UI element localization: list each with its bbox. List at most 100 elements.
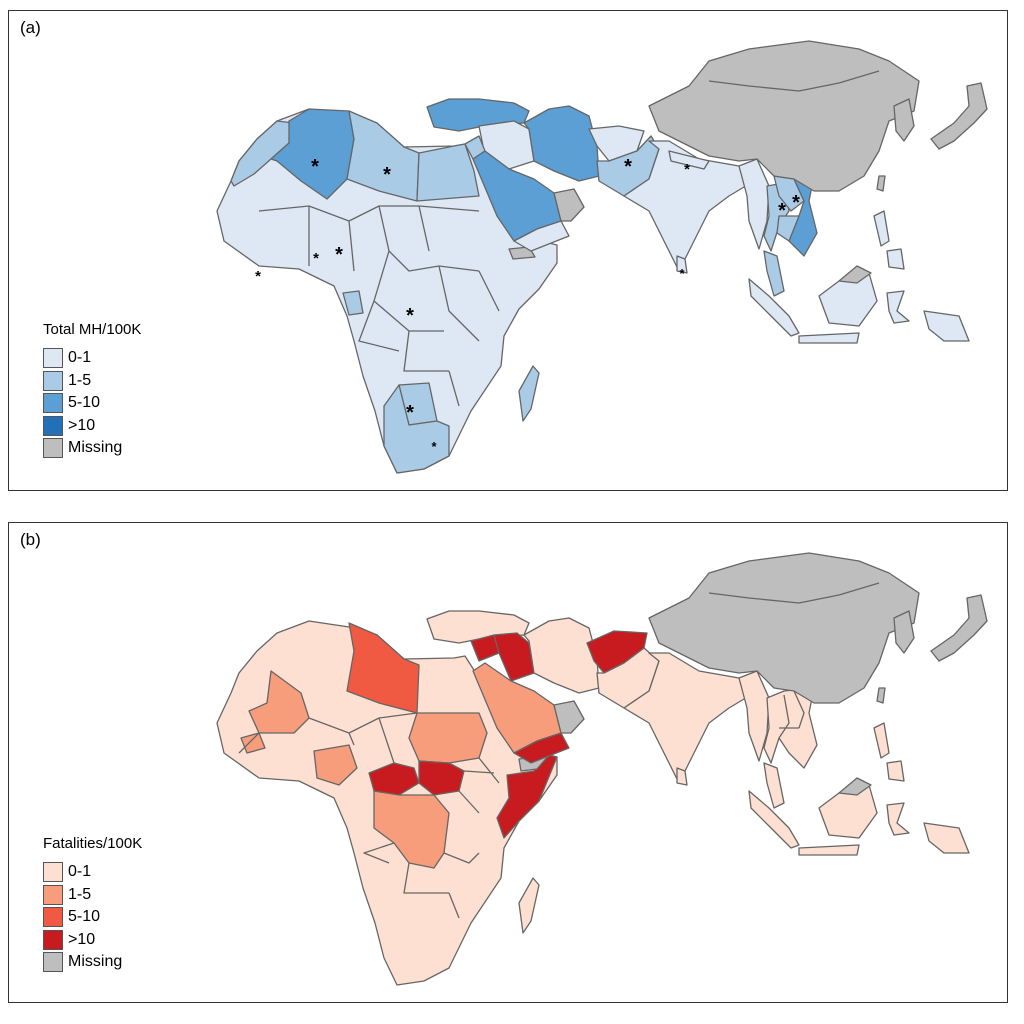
- asterisk-marker: *: [383, 164, 391, 186]
- region-sulawesi: [886, 802, 910, 836]
- panel-label-b: (b): [20, 530, 41, 549]
- asterisk-marker: *: [313, 250, 319, 267]
- legend-swatch: [43, 415, 63, 436]
- region-india: [623, 140, 755, 272]
- legend-label: Missing: [68, 953, 123, 971]
- region-java: [798, 844, 860, 856]
- legend-swatch: [43, 952, 63, 973]
- legend-item: 1-5: [43, 370, 141, 393]
- region-taiwan: [876, 175, 886, 192]
- asterisk-marker: *: [335, 244, 343, 266]
- legend-swatch: [43, 348, 63, 369]
- legend-label: >10: [68, 930, 96, 948]
- region-borneo-north: [838, 777, 872, 796]
- legend-label: 0-1: [68, 863, 92, 881]
- legend-title: Fatalities/100K: [43, 835, 143, 852]
- legend-label: 5-10: [68, 908, 101, 926]
- region-china-mongolia: [648, 552, 920, 704]
- legend-label: 0-1: [68, 349, 92, 367]
- asterisk-marker: *: [792, 192, 800, 214]
- legend-item: 0-1: [43, 347, 141, 370]
- asterisk-marker: *: [406, 402, 414, 424]
- legend-title: Total MH/100K: [43, 321, 142, 338]
- asterisk-marker: *: [431, 439, 437, 454]
- panel-b: (b): [8, 522, 1008, 1003]
- region-mali: [248, 670, 310, 734]
- region-taiwan: [876, 687, 886, 704]
- region-nigeria: [313, 744, 358, 786]
- panel-label-a: (a): [20, 18, 41, 37]
- region-cambodia: [776, 215, 800, 242]
- legend-label: 1-5: [68, 885, 92, 903]
- region-new-guinea: [923, 822, 970, 854]
- region-yemen: [513, 732, 570, 764]
- indochina-borders: [778, 690, 805, 739]
- china-mongolia-border: [708, 582, 880, 604]
- region-philippines: [873, 210, 905, 270]
- asterisk-marker: *: [679, 266, 685, 281]
- region-iran: [523, 617, 600, 694]
- africa-borders: [238, 712, 500, 919]
- legend-item: 0-1: [43, 861, 142, 884]
- region-nepal: [668, 150, 710, 170]
- region-korea: [893, 610, 915, 654]
- legend-swatch: [43, 393, 63, 414]
- map-a: * * * * * * * * * * * * *: [216, 40, 988, 474]
- region-japan: [930, 594, 988, 662]
- asterisk-marker: *: [311, 156, 319, 178]
- legend-label: >10: [68, 416, 96, 434]
- asterisk-marker: *: [778, 200, 786, 222]
- legend-b: Fatalities/100K 0-1 1-5 5-10 >10 Missing: [43, 835, 142, 974]
- region-myanmar: [738, 670, 770, 762]
- legend-label: 1-5: [68, 371, 92, 389]
- legend-item: Missing: [43, 951, 142, 974]
- region-java: [798, 332, 860, 344]
- map-b: [216, 552, 988, 986]
- region-algeria: [270, 108, 355, 200]
- panel-a: (a): [8, 10, 1008, 491]
- region-china-mongolia: [648, 40, 920, 192]
- region-iran: [523, 105, 600, 182]
- legend-swatch: [43, 862, 63, 883]
- region-sulawesi: [886, 290, 910, 324]
- region-oman: [553, 188, 585, 222]
- region-sumatra: [748, 278, 800, 337]
- asterisk-marker: *: [684, 161, 690, 178]
- legend-item: 5-10: [43, 906, 142, 929]
- legend-item: >10: [43, 415, 141, 438]
- legend-swatch: [43, 884, 63, 905]
- legend-label: Missing: [68, 439, 123, 457]
- legend-label: 5-10: [68, 394, 101, 412]
- legend-swatch: [43, 929, 63, 950]
- asterisk-marker: *: [624, 156, 632, 178]
- legend-item: Missing: [43, 437, 141, 460]
- region-sri-lanka: [676, 767, 688, 786]
- region-guinea: [240, 732, 266, 754]
- region-japan: [930, 82, 988, 150]
- region-south-africa: [383, 384, 450, 474]
- region-malaysia: [763, 762, 785, 809]
- legend-a: Total MH/100K 0-1 1-5 5-10 >10 Missing: [43, 321, 141, 460]
- region-new-guinea: [923, 310, 970, 342]
- region-sumatra: [748, 790, 800, 849]
- region-gabon: [342, 290, 364, 316]
- region-korea: [893, 98, 915, 142]
- china-mongolia-border: [708, 70, 880, 92]
- legend-swatch: [43, 438, 63, 459]
- region-madagascar: [518, 365, 540, 422]
- region-oman: [553, 700, 585, 734]
- legend-item: 5-10: [43, 392, 141, 415]
- region-myanmar: [738, 158, 770, 250]
- region-drc: [373, 790, 450, 869]
- region-yemen: [513, 220, 570, 252]
- africa-borders: [258, 205, 500, 407]
- region-morocco: [230, 120, 295, 187]
- legend-swatch: [43, 907, 63, 928]
- asterisk-marker: *: [406, 305, 414, 327]
- legend-swatch: [43, 370, 63, 391]
- region-borneo-north: [838, 265, 872, 284]
- region-sri-lanka: [676, 255, 688, 274]
- region-philippines: [873, 722, 905, 782]
- asterisk-marker: *: [255, 268, 261, 285]
- region-india: [623, 652, 755, 784]
